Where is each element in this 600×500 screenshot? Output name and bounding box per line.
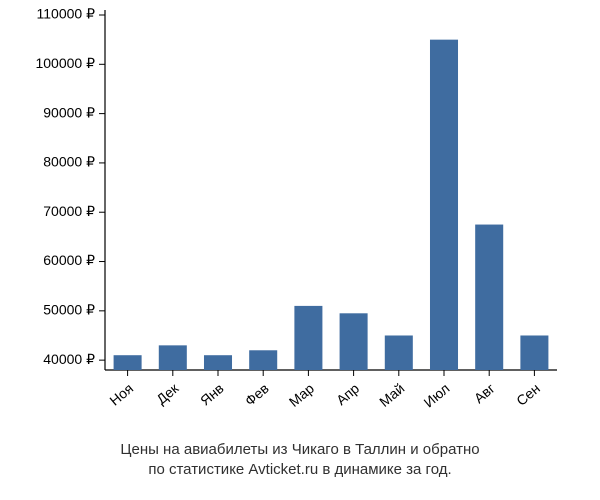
x-tick-label: Авг [471, 380, 498, 406]
bar [249, 350, 277, 370]
x-tick-label: Апр [333, 380, 362, 408]
y-tick-label: 90000 ₽ [43, 104, 95, 120]
x-tick-label: Май [376, 380, 407, 410]
x-tick-label: Сен [513, 380, 543, 409]
x-tick-label: Июл [421, 380, 453, 411]
y-tick-label: 40000 ₽ [43, 351, 95, 367]
y-tick-label: 110000 ₽ [37, 6, 96, 22]
bar [340, 313, 368, 370]
caption-line: по статистике Avticket.ru в динамике за … [0, 460, 600, 480]
bar [159, 345, 187, 370]
x-tick-label: Ноя [106, 380, 136, 409]
bar [385, 335, 413, 370]
bar [430, 40, 458, 370]
x-tick-label: Янв [197, 380, 227, 409]
price-chart: 40000 ₽ 50000 ₽ 60000 ₽ 70000 ₽ 80000 ₽ 90000… [0, 0, 600, 500]
caption-line: Цены на авиабилеты из Чикаго в Таллин и … [0, 440, 600, 460]
y-tick-label: 50000 ₽ [43, 302, 95, 318]
bar [475, 225, 503, 370]
x-tick-label: Дек [153, 379, 182, 407]
bar [114, 355, 142, 370]
x-tick-label: Мар [286, 380, 317, 410]
y-tick-label: 70000 ₽ [43, 203, 95, 219]
x-tick-label: Фев [242, 380, 272, 409]
chart-caption: Цены на авиабилеты из Чикаго в Таллин и … [0, 440, 600, 481]
y-tick-label: 60000 ₽ [43, 252, 95, 268]
bar [520, 335, 548, 370]
bar [294, 306, 322, 370]
chart-svg: 40000 ₽ 50000 ₽ 60000 ₽ 70000 ₽ 80000 ₽ 90000… [0, 0, 600, 500]
y-tick-label: 80000 ₽ [43, 154, 95, 170]
y-tick-label: 100000 ₽ [35, 55, 95, 71]
bar [204, 355, 232, 370]
